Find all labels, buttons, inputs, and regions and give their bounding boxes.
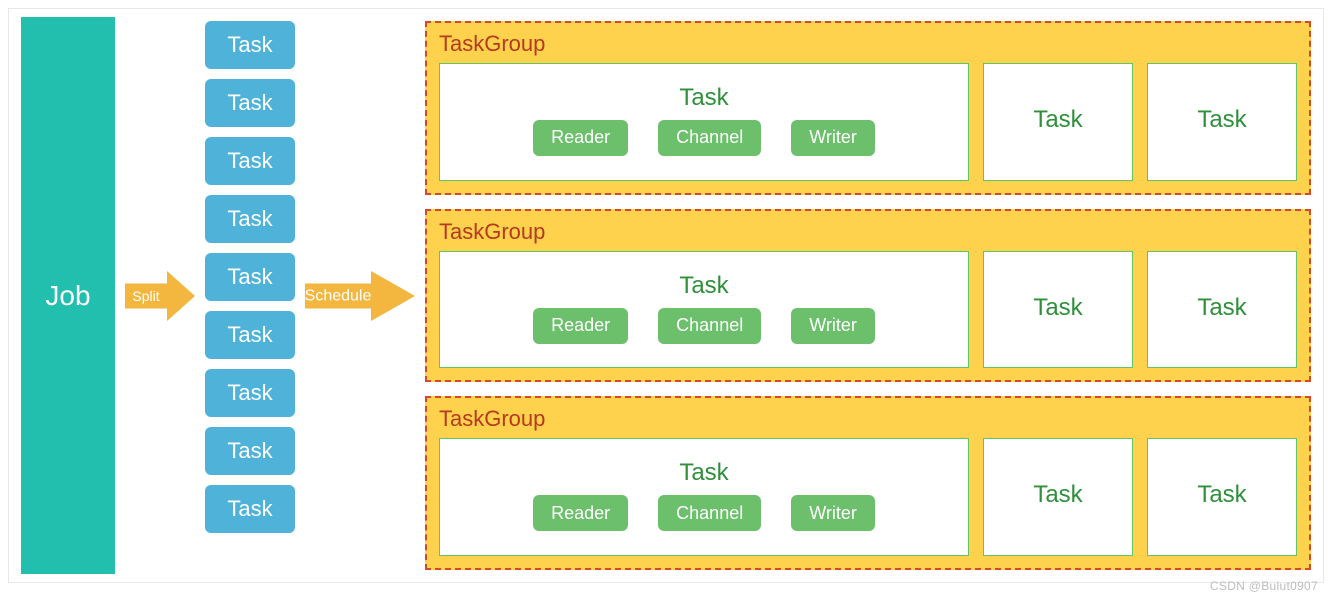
task-group-row: Task Reader Channel Writer Task Task — [439, 63, 1297, 181]
task-chip: Task — [205, 137, 295, 185]
job-column: Job — [21, 17, 115, 574]
task-chip: Task — [205, 195, 295, 243]
task-card: Task Reader Channel Writer — [439, 63, 969, 181]
task-card: Task Reader Channel Writer — [439, 438, 969, 556]
task-chips-row: Reader Channel Writer — [533, 495, 875, 531]
split-arrow-icon: Split — [125, 271, 195, 321]
task-group: TaskGroup Task Reader Channel Writer Task Task — [425, 209, 1311, 383]
task-card: Task — [1147, 438, 1297, 556]
task-card: Task Reader Channel Writer — [439, 251, 969, 369]
task-chip: Task — [205, 427, 295, 475]
task-card-title: Task — [1197, 294, 1246, 322]
task-chip: Task — [205, 253, 295, 301]
task-chips-row: Reader Channel Writer — [533, 308, 875, 344]
task-card-title: Task — [1197, 481, 1246, 509]
task-card-title: Task — [679, 459, 728, 487]
task-chip: Task — [205, 485, 295, 533]
task-card-title: Task — [1033, 294, 1082, 322]
task-chip: Task — [205, 79, 295, 127]
reader-chip: Reader — [533, 120, 628, 156]
task-group: TaskGroup Task Reader Channel Writer Task Task — [425, 396, 1311, 570]
task-group-title: TaskGroup — [439, 406, 1297, 432]
writer-chip: Writer — [791, 495, 875, 531]
taskgroup-column: TaskGroupTaskReaderChannelWriterTaskTask… — [425, 17, 1311, 574]
task-card-title: Task — [1033, 481, 1082, 509]
task-card: Task — [1147, 251, 1297, 369]
job-box: Job — [21, 17, 115, 574]
task-group-row: Task Reader Channel Writer Task Task — [439, 251, 1297, 369]
job-label: Job — [45, 280, 90, 312]
diagram-canvas: Job Split TaskTaskTaskTaskTaskTaskTaskTa… — [0, 0, 1332, 595]
task-card-title: Task — [1197, 106, 1246, 134]
task-card: Task — [983, 438, 1133, 556]
task-chip: Task — [205, 311, 295, 359]
task-card: Task — [983, 251, 1133, 369]
task-group-row: Task Reader Channel Writer Task Task — [439, 438, 1297, 556]
arrow-label: Split — [132, 288, 159, 304]
channel-chip: Channel — [658, 495, 761, 531]
task-card-title: Task — [679, 84, 728, 112]
reader-chip: Reader — [533, 495, 628, 531]
task-group-title: TaskGroup — [439, 219, 1297, 245]
task-card-title: Task — [679, 272, 728, 300]
reader-chip: Reader — [533, 308, 628, 344]
task-chip-column: Task Task Task Task Task Task Task Task Task — [205, 17, 295, 574]
watermark-text: CSDN @Bulut0907 — [1210, 579, 1318, 593]
schedule-arrow-icon: Schedule — [305, 271, 415, 321]
channel-chip: Channel — [658, 120, 761, 156]
task-card-title: Task — [1033, 106, 1082, 134]
task-group-title: TaskGroup — [439, 31, 1297, 57]
task-chips-row: Reader Channel Writer — [533, 120, 875, 156]
task-chip: Task — [205, 369, 295, 417]
diagram-outer-border: Job Split TaskTaskTaskTaskTaskTaskTaskTa… — [8, 8, 1324, 583]
task-card: Task — [1147, 63, 1297, 181]
split-arrow-column: Split — [125, 17, 195, 574]
writer-chip: Writer — [791, 120, 875, 156]
schedule-arrow-column: Schedule — [305, 17, 415, 574]
task-group: TaskGroup Task Reader Channel Writer Task Task — [425, 21, 1311, 195]
task-card: Task — [983, 63, 1133, 181]
channel-chip: Channel — [658, 308, 761, 344]
writer-chip: Writer — [791, 308, 875, 344]
task-chip: Task — [205, 21, 295, 69]
arrow-label: Schedule — [305, 287, 371, 304]
